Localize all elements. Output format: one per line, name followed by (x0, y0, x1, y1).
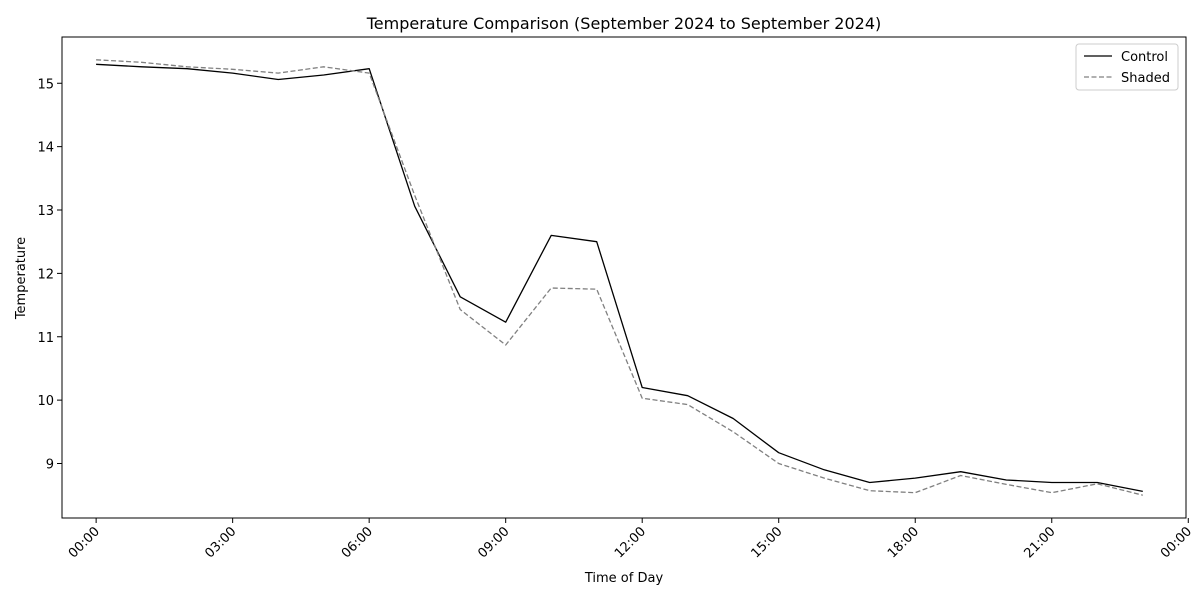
y-tick-label: 14 (37, 141, 54, 156)
legend: Control Shaded (1075, 43, 1179, 91)
x-tick-label: 21:00 (1021, 524, 1058, 561)
legend-label-control: Control (1121, 50, 1168, 65)
y-tick-label: 10 (37, 394, 54, 409)
y-tick-label: 13 (37, 204, 54, 219)
y-tick-label: 12 (37, 267, 54, 282)
series-line-shaded (96, 59, 1143, 496)
legend-label-shaded: Shaded (1121, 71, 1170, 86)
x-tick-label: 00:00 (66, 524, 103, 561)
x-tick-label: 15:00 (748, 524, 785, 561)
series-line-control (96, 63, 1143, 493)
plot-frame (61, 36, 1187, 519)
x-tick-label: 00:00 (1158, 524, 1195, 561)
x-axis: 00:00 03:00 06:00 09:00 12:00 15:00 18:00 21:00… (66, 518, 1195, 561)
x-tick-label: 06:00 (339, 524, 376, 561)
y-tick-label: 15 (37, 77, 54, 92)
x-tick-label: 12:00 (612, 524, 649, 561)
x-tick-label: 09:00 (475, 524, 512, 561)
chart-title: Temperature Comparison (September 2024 t… (366, 14, 882, 33)
plot-area (61, 36, 1187, 519)
y-axis-label: Temperature (14, 237, 29, 320)
y-tick-label: 11 (37, 331, 54, 346)
x-tick-label: 03:00 (202, 524, 239, 561)
y-tick-label: 9 (46, 457, 54, 472)
y-axis: 9 10 11 12 13 14 15 (37, 77, 62, 472)
x-axis-label: Time of Day (584, 571, 664, 586)
x-tick-label: 18:00 (885, 524, 922, 561)
